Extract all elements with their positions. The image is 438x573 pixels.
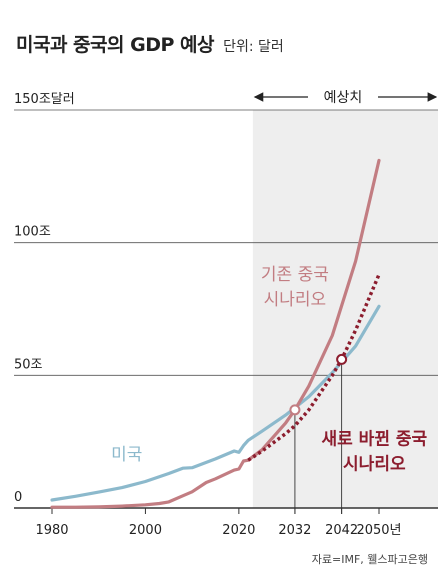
x-tick-label: 2000: [129, 523, 162, 538]
chart-title: 미국과 중국의 GDP 예상: [16, 34, 214, 56]
chart-subtitle: 단위: 달러: [223, 39, 284, 55]
crossover-point: [289, 404, 301, 416]
y-tick-label: 150조달러: [14, 92, 75, 107]
series-label: 새로 바뀐 중국 시나리오: [321, 429, 427, 474]
x-tick-label: 2050년: [356, 523, 401, 538]
series-label: 미국: [111, 445, 142, 465]
y-tick-label: 50조: [14, 357, 43, 372]
crossover-point: [336, 353, 348, 365]
series-line-0: [50, 304, 381, 502]
chart-source: 자료=IMF, 웰스파고은행: [311, 553, 428, 566]
series-line-2: [247, 273, 381, 462]
forecast-region: [252, 110, 438, 508]
series-line-1: [50, 158, 381, 509]
x-tick-label: 2042: [325, 523, 358, 538]
x-tick-label: 2032: [278, 523, 311, 538]
series-label: 기존 중국 시나리오: [261, 265, 329, 310]
y-tick-label: 100조: [14, 225, 51, 240]
chart-header: 미국과 중국의 GDP 예상 단위: 달러: [16, 30, 284, 57]
y-tick-label: 0: [14, 490, 22, 505]
x-tick-label: 1980: [35, 523, 68, 538]
x-tick-label: 2020: [222, 523, 255, 538]
forecast-label: 예상치: [324, 90, 363, 106]
